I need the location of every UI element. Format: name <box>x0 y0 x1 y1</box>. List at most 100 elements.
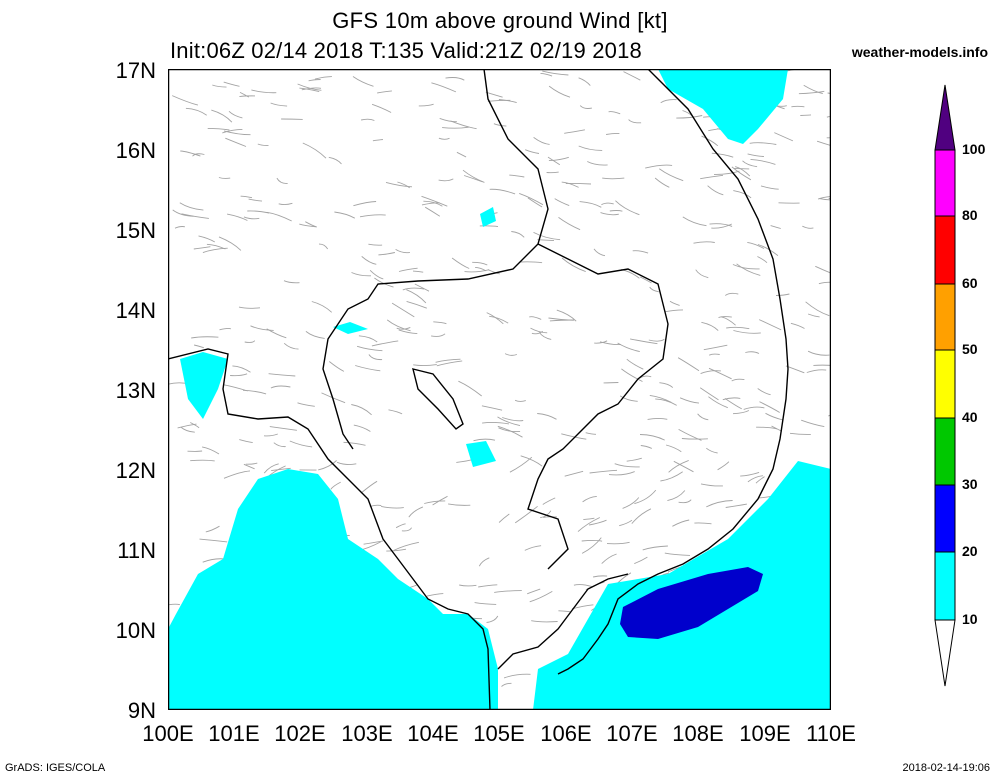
streamline <box>473 438 496 442</box>
streamline <box>489 315 509 324</box>
streamline <box>190 459 215 462</box>
streamline <box>268 373 296 377</box>
streamline <box>816 140 831 147</box>
streamline <box>525 149 540 154</box>
streamline <box>711 152 734 158</box>
streamline <box>659 382 674 388</box>
streamline <box>436 360 463 367</box>
streamline <box>547 156 561 166</box>
streamline <box>263 433 278 437</box>
streamline <box>694 522 712 525</box>
streamline <box>587 161 608 166</box>
streamline <box>706 500 733 508</box>
streamline <box>377 90 392 94</box>
streamline <box>190 422 200 429</box>
streamline <box>435 358 461 363</box>
streamline <box>385 181 413 188</box>
streamline <box>725 292 739 296</box>
streamline <box>732 264 760 270</box>
streamline <box>330 481 341 490</box>
streamline <box>759 319 782 331</box>
streamline <box>222 128 243 134</box>
streamline <box>711 223 733 229</box>
streamline <box>202 247 228 254</box>
streamline <box>660 471 683 482</box>
streamline <box>807 350 830 356</box>
streamline <box>336 461 357 465</box>
streamline <box>630 338 658 345</box>
streamline <box>654 177 670 188</box>
lon-label-100e: 100E <box>142 721 194 746</box>
streamline <box>785 365 805 374</box>
streamline <box>451 257 470 269</box>
streamline <box>223 470 251 479</box>
streamline <box>733 190 752 199</box>
streamline <box>593 575 608 578</box>
streamline <box>276 177 288 184</box>
streamline <box>803 84 823 94</box>
streamline <box>202 446 220 455</box>
streamline <box>533 137 550 145</box>
streamline <box>424 500 446 504</box>
colorbar-label-30: 30 <box>962 476 978 492</box>
streamline <box>546 171 559 174</box>
gulf-coast <box>168 348 491 710</box>
streamline <box>601 553 617 564</box>
streamline <box>474 602 497 605</box>
streamline <box>742 160 758 168</box>
streamline <box>749 142 777 145</box>
streamline <box>673 460 694 473</box>
colorbar-label-60: 60 <box>962 275 978 291</box>
streamline <box>647 417 668 420</box>
streamline <box>556 309 577 322</box>
streamline <box>649 286 659 293</box>
streamline <box>232 365 251 373</box>
streamline <box>493 123 507 127</box>
streamline <box>360 118 375 121</box>
map-subtitle: Init:06Z 02/14 2018 T:135 Valid:21Z 02/1… <box>170 38 642 63</box>
streamline <box>606 133 620 135</box>
streamline <box>353 424 371 432</box>
streamline <box>393 541 419 551</box>
streamline <box>731 166 752 181</box>
streamline <box>548 85 571 98</box>
colorbar-30-40 <box>934 417 956 486</box>
streamline <box>813 364 831 366</box>
streamline <box>426 593 444 597</box>
streamline <box>815 265 831 274</box>
colorbar-80-100 <box>934 149 956 217</box>
streamline <box>328 156 342 165</box>
streamline <box>431 333 446 337</box>
streamline <box>708 396 728 409</box>
streamline <box>745 351 760 354</box>
streamline <box>372 139 383 142</box>
streamline <box>757 256 768 264</box>
wind-map <box>168 69 831 710</box>
streamline <box>757 244 779 256</box>
streamline <box>807 313 820 318</box>
streamline <box>498 99 517 104</box>
streamline <box>606 541 630 545</box>
colorbar <box>930 80 1000 690</box>
streamline <box>283 342 299 350</box>
streamline <box>270 102 288 107</box>
streamline <box>800 114 812 116</box>
streamline <box>527 197 543 208</box>
streamline <box>368 354 383 361</box>
streamline <box>582 495 597 503</box>
lat-label-17n: 17N <box>115 58 156 83</box>
streamline <box>664 309 684 313</box>
streamline <box>301 87 322 91</box>
streamline <box>531 330 544 335</box>
streamline <box>668 459 689 473</box>
streamline <box>243 463 255 470</box>
streamline <box>593 248 606 257</box>
streamline <box>198 235 216 243</box>
streamline <box>774 132 794 142</box>
streamline <box>731 378 745 382</box>
left-cyan <box>180 352 228 419</box>
streamline <box>747 475 763 483</box>
streamline <box>269 426 297 431</box>
streamline <box>735 166 751 177</box>
streamline <box>360 480 378 494</box>
